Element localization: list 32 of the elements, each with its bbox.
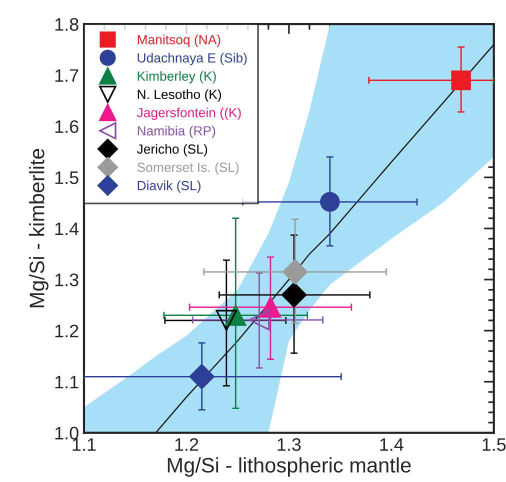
legend-label: Namibia (RP) xyxy=(138,126,216,138)
legend-label: Udachnaya E (Sib) xyxy=(138,52,247,66)
legend-label: Jericho (SL) xyxy=(136,144,208,156)
y-tick-label: 1.0 xyxy=(55,426,78,440)
point xyxy=(189,364,214,390)
y-tick-label: 1.5 xyxy=(55,171,78,184)
point xyxy=(282,259,308,285)
point xyxy=(451,70,471,90)
x-tick-label: 1.5 xyxy=(482,438,506,451)
point xyxy=(216,310,237,331)
y-tick-label: 1.8 xyxy=(55,18,78,31)
legend-label: Jagersfontein ((K) xyxy=(136,108,241,120)
x-axis-title: Mg/Si - lithospheric mantle xyxy=(168,457,411,477)
y-tick-label: 1.2 xyxy=(55,324,78,338)
x-tick-label: 1.4 xyxy=(380,438,404,451)
legend-label: Somerset Is. (SL) xyxy=(137,162,239,175)
legend-label: Manitsoq (NA) xyxy=(138,34,220,47)
point xyxy=(320,192,340,212)
y-axis-title: Mg/Si - kimberlite xyxy=(29,148,48,308)
x-tick-label: 1.2 xyxy=(175,438,198,451)
y-tick-label: 1.4 xyxy=(55,222,79,236)
x-tick-label: 1.3 xyxy=(278,438,301,451)
y-tick-label: 1.3 xyxy=(55,273,78,286)
y-tick-label: 1.6 xyxy=(55,120,78,134)
point xyxy=(248,309,270,330)
y-tick-label: 1.1 xyxy=(55,376,78,388)
point xyxy=(281,282,307,308)
y-tick-label: 1.7 xyxy=(55,69,78,82)
legend-label: N. Lesotho (K) xyxy=(138,89,222,102)
legend-label: Kimberley (K) xyxy=(138,71,216,84)
legend-label: Diavik (SL) xyxy=(138,180,200,193)
x-tick-label: 1.1 xyxy=(72,438,96,451)
